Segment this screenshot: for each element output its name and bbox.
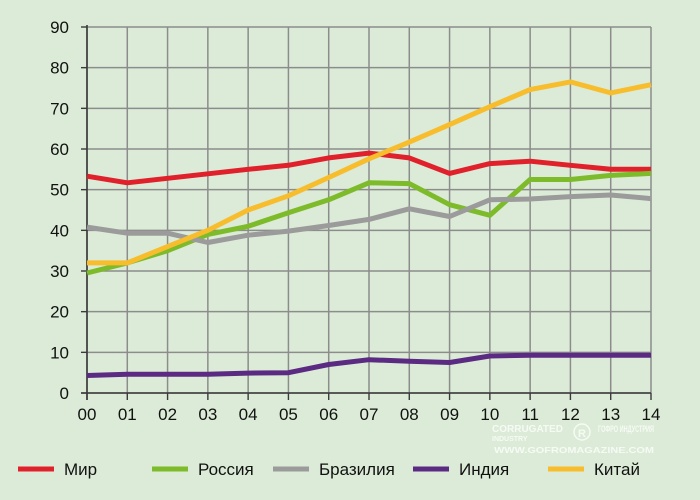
x-tick-label: 04: [239, 405, 258, 424]
series-line-Бразилия: [86, 192, 652, 245]
x-tick-label: 07: [360, 405, 379, 424]
y-tick-label: 0: [60, 384, 69, 403]
chart-legend: Мир Россия Бразилия Индия Китай: [18, 460, 640, 479]
x-tick-label: 00: [78, 405, 97, 424]
series-line-Россия: [86, 170, 652, 276]
x-tick-label: 01: [118, 405, 137, 424]
watermark-brand-line1: CORRUGATED: [492, 424, 563, 435]
x-tick-label: 11: [521, 405, 539, 424]
x-tick-label: 12: [561, 405, 580, 424]
legend-label: Индия: [459, 460, 509, 479]
y-axis-ticks: 0 10 20 30 40 50 60 70 80 90: [50, 18, 69, 403]
y-tick-label: 50: [50, 181, 69, 200]
series-lines: [86, 79, 652, 378]
legend-label: Китай: [594, 460, 640, 479]
chart-axes: [81, 25, 652, 400]
series-line-Китай: [87, 79, 652, 266]
watermark-brand-side: ГОФРО ИНДУСТРИЯ: [598, 424, 654, 434]
chart-grid: [86, 26, 652, 394]
x-tick-label: 10: [480, 405, 499, 424]
x-tick-label: 05: [279, 405, 298, 424]
legend-label: Бразилия: [319, 460, 395, 479]
legend-label: Россия: [198, 460, 254, 479]
watermark-url: WWW.GOFROMAGAZINE.COM: [494, 445, 654, 455]
x-tick-label: 03: [198, 405, 217, 424]
watermark-brand-line2: INDUSTRY: [492, 436, 528, 443]
y-tick-label: 10: [50, 343, 69, 362]
y-tick-label: 70: [50, 99, 69, 118]
registered-mark-icon: [573, 423, 591, 441]
x-axis-ticks: 00 01 02 03 04 05 06 07 08 09 10 11 12 13 14: [78, 405, 661, 424]
registered-mark-letter: R: [578, 428, 586, 440]
y-tick-label: 60: [50, 140, 69, 159]
x-tick-label: 13: [601, 405, 620, 424]
legend-label: Мир: [64, 460, 97, 479]
series-line-Индия: [86, 352, 651, 378]
y-tick-label: 40: [50, 221, 69, 240]
y-tick-label: 80: [50, 59, 69, 78]
x-tick-label: 06: [319, 405, 338, 424]
x-tick-label: 02: [158, 405, 177, 424]
y-tick-label: 90: [50, 18, 69, 37]
watermark: CORRUGATED INDUSTRY R ГОФРО ИНДУСТРИЯ WW…: [492, 423, 654, 455]
x-tick-label: 09: [440, 405, 459, 424]
y-tick-label: 20: [50, 303, 69, 322]
y-tick-label: 30: [50, 262, 69, 281]
x-tick-label: 14: [642, 405, 661, 424]
series-line-Мир: [86, 150, 651, 186]
x-tick-label: 08: [400, 405, 419, 424]
